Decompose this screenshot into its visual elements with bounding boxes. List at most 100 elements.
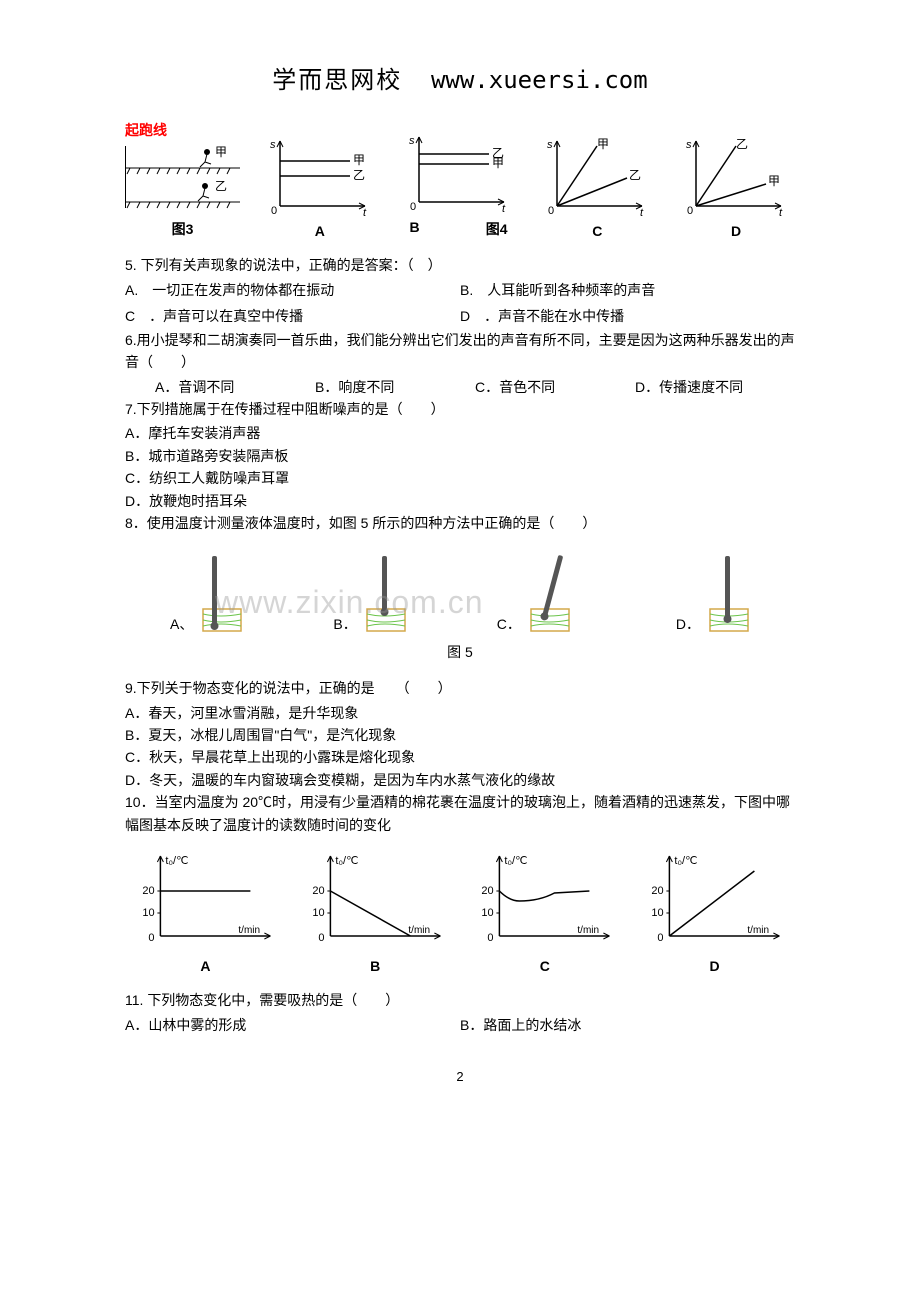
q6-choices: A．音调不同 B．响度不同 C．音色不同 D．传播速度不同: [125, 376, 795, 398]
svg-text:10: 10: [312, 907, 324, 919]
graph-C: s t 0 甲 乙 C: [538, 136, 656, 239]
fig5-label: 图 5: [125, 642, 795, 662]
svg-text:s: s: [409, 135, 415, 147]
svg-text:20: 20: [142, 885, 154, 897]
fig3-label: 图3: [125, 219, 240, 239]
svg-text:t/min: t/min: [578, 925, 600, 936]
svg-text:t: t: [640, 207, 644, 216]
thermo-B: B．: [333, 554, 406, 634]
svg-text:甲: 甲: [768, 174, 780, 188]
runner-diagram: 起跑线 甲 乙 图3: [125, 120, 240, 239]
graph-D: s t 0 乙 甲 D: [677, 136, 795, 239]
svg-text:t₀/℃: t₀/℃: [335, 855, 358, 867]
fig4-label: 图4: [486, 219, 508, 239]
q7-text: 7.下列措施属于在传播过程中阻断噪声的是（ ）: [125, 398, 795, 420]
svg-text:20: 20: [482, 885, 494, 897]
svg-text:乙: 乙: [353, 168, 365, 182]
svg-text:s: s: [270, 139, 276, 151]
svg-text:t: t: [779, 207, 783, 216]
svg-text:0: 0: [318, 932, 324, 944]
svg-text:s: s: [686, 139, 692, 151]
svg-text:0: 0: [548, 205, 554, 216]
q11-choices: A．山林中雾的形成 B．路面上的水结冰: [125, 1013, 795, 1038]
graph-D-label: D: [677, 223, 795, 239]
thermo-C-label: C．: [497, 614, 521, 634]
graph-C-label: C: [538, 223, 656, 239]
svg-text:0: 0: [488, 932, 494, 944]
svg-text:10: 10: [652, 907, 664, 919]
graph-A: s t 0 甲 乙 A: [261, 136, 379, 239]
svg-text:乙: 乙: [736, 137, 748, 151]
svg-text:t₀/℃: t₀/℃: [505, 855, 528, 867]
svg-text:20: 20: [652, 885, 664, 897]
q7-choices: A．摩托车安装消声器 B．城市道路旁安装隔声板 C．纺织工人戴防噪声耳罩 D．放…: [125, 422, 795, 512]
svg-text:甲: 甲: [597, 137, 609, 151]
temp-B-label: B: [295, 958, 456, 974]
temp-graph-D: t₀/℃ t/min 20 10 0 D: [634, 851, 795, 974]
q9-A: A．春天，河里冰雪消融，是升华现象: [125, 702, 795, 724]
temp-graph-B: t₀/℃ t/min 20 10 0 B: [295, 851, 456, 974]
q5-A: A. 一切正在发声的物体都在振动: [125, 278, 460, 303]
site-url: www.xueersi.com: [431, 66, 648, 94]
thermo-A-label: A、: [170, 614, 193, 634]
thermo-A: A、: [170, 554, 243, 634]
svg-text:20: 20: [312, 885, 324, 897]
svg-text:乙: 乙: [215, 179, 227, 193]
page-header: 学而思网校 www.xueersi.com: [125, 60, 795, 95]
graph-A-label: A: [261, 223, 379, 239]
temp-C-label: C: [464, 958, 625, 974]
thermo-D-label: D．: [676, 614, 700, 634]
q11-B: B．路面上的水结冰: [460, 1013, 795, 1038]
q6-D: D．传播速度不同: [635, 376, 795, 398]
q6-C: C．音色不同: [475, 376, 635, 398]
q8-text: 8．使用温度计测量液体温度时，如图 5 所示的四种方法中正确的是（ ）: [125, 512, 795, 534]
svg-text:t/min: t/min: [748, 925, 770, 936]
q9-D: D．冬天，温暖的车内窗玻璃会变模糊，是因为车内水蒸气液化的缘故: [125, 769, 795, 791]
q6-A: A．音调不同: [155, 376, 315, 398]
svg-text:0: 0: [148, 932, 154, 944]
svg-text:t/min: t/min: [408, 925, 430, 936]
svg-text:甲: 甲: [492, 156, 504, 170]
q5-B: B. 人耳能听到各种频率的声音: [460, 278, 795, 303]
q10-text: 10．当室内温度为 20℃时，用浸有少量酒精的棉花裹在温度计的玻璃泡上，随着酒精…: [125, 791, 795, 836]
thermo-D: D．: [676, 554, 750, 634]
q11-A: A．山林中雾的形成: [125, 1013, 460, 1038]
page-number: 2: [125, 1069, 795, 1084]
temp-graph-A: t₀/℃ t/min 20 10 0 A: [125, 851, 286, 974]
q9-B: B．夏天，冰棍儿周围冒"白气"，是汽化现象: [125, 724, 795, 746]
q9-text: 9.下列关于物态变化的说法中，正确的是 （ ）: [125, 677, 795, 699]
q9-C: C．秋天，早晨花草上出现的小露珠是熔化现象: [125, 746, 795, 768]
svg-text:0: 0: [687, 205, 693, 216]
temp-graph-row: t₀/℃ t/min 20 10 0 A t₀/℃ t/min 20 10 0 …: [125, 851, 795, 974]
q7-D: D．放鞭炮时捂耳朵: [125, 490, 795, 512]
thermometer-row: www.zixin.com.cn A、 B． C． D．: [125, 554, 795, 634]
q5-D: D ．声音不能在水中传播: [460, 304, 795, 329]
q5-C: C ．声音可以在真空中传播: [125, 304, 460, 329]
svg-text:t/min: t/min: [238, 925, 260, 936]
svg-text:甲: 甲: [215, 145, 227, 159]
runner-svg: 甲 乙: [125, 142, 240, 212]
svg-text:甲: 甲: [353, 153, 365, 167]
site-title: 学而思网校: [272, 67, 402, 94]
q6-B: B．响度不同: [315, 376, 475, 398]
svg-text:t₀/℃: t₀/℃: [165, 855, 188, 867]
q6-text: 6.用小提琴和二胡演奏同一首乐曲，我们能分辨出它们发出的声音有所不同，主要是因为…: [125, 329, 795, 374]
q7-A: A．摩托车安装消声器: [125, 422, 795, 444]
temp-graph-C: t₀/℃ t/min 20 10 0 C: [464, 851, 625, 974]
svg-text:10: 10: [482, 907, 494, 919]
temp-A-label: A: [125, 958, 286, 974]
svg-text:t: t: [363, 207, 367, 216]
q9-choices: A．春天，河里冰雪消融，是升华现象 B．夏天，冰棍儿周围冒"白气"，是汽化现象 …: [125, 702, 795, 792]
thermo-C: C．: [497, 554, 586, 634]
svg-text:s: s: [547, 139, 553, 151]
svg-text:t: t: [502, 203, 506, 212]
svg-text:0: 0: [271, 205, 277, 216]
svg-text:0: 0: [658, 932, 664, 944]
svg-text:乙: 乙: [629, 168, 641, 182]
figure-row-top: 起跑线 甲 乙 图3 s: [125, 120, 795, 239]
thermo-B-label: B．: [333, 614, 356, 634]
q5-choices: A. 一切正在发声的物体都在振动 B. 人耳能听到各种频率的声音 C ．声音可以…: [125, 278, 795, 328]
q7-B: B．城市道路旁安装隔声板: [125, 445, 795, 467]
start-line-label: 起跑线: [125, 120, 240, 140]
svg-text:0: 0: [410, 201, 416, 212]
